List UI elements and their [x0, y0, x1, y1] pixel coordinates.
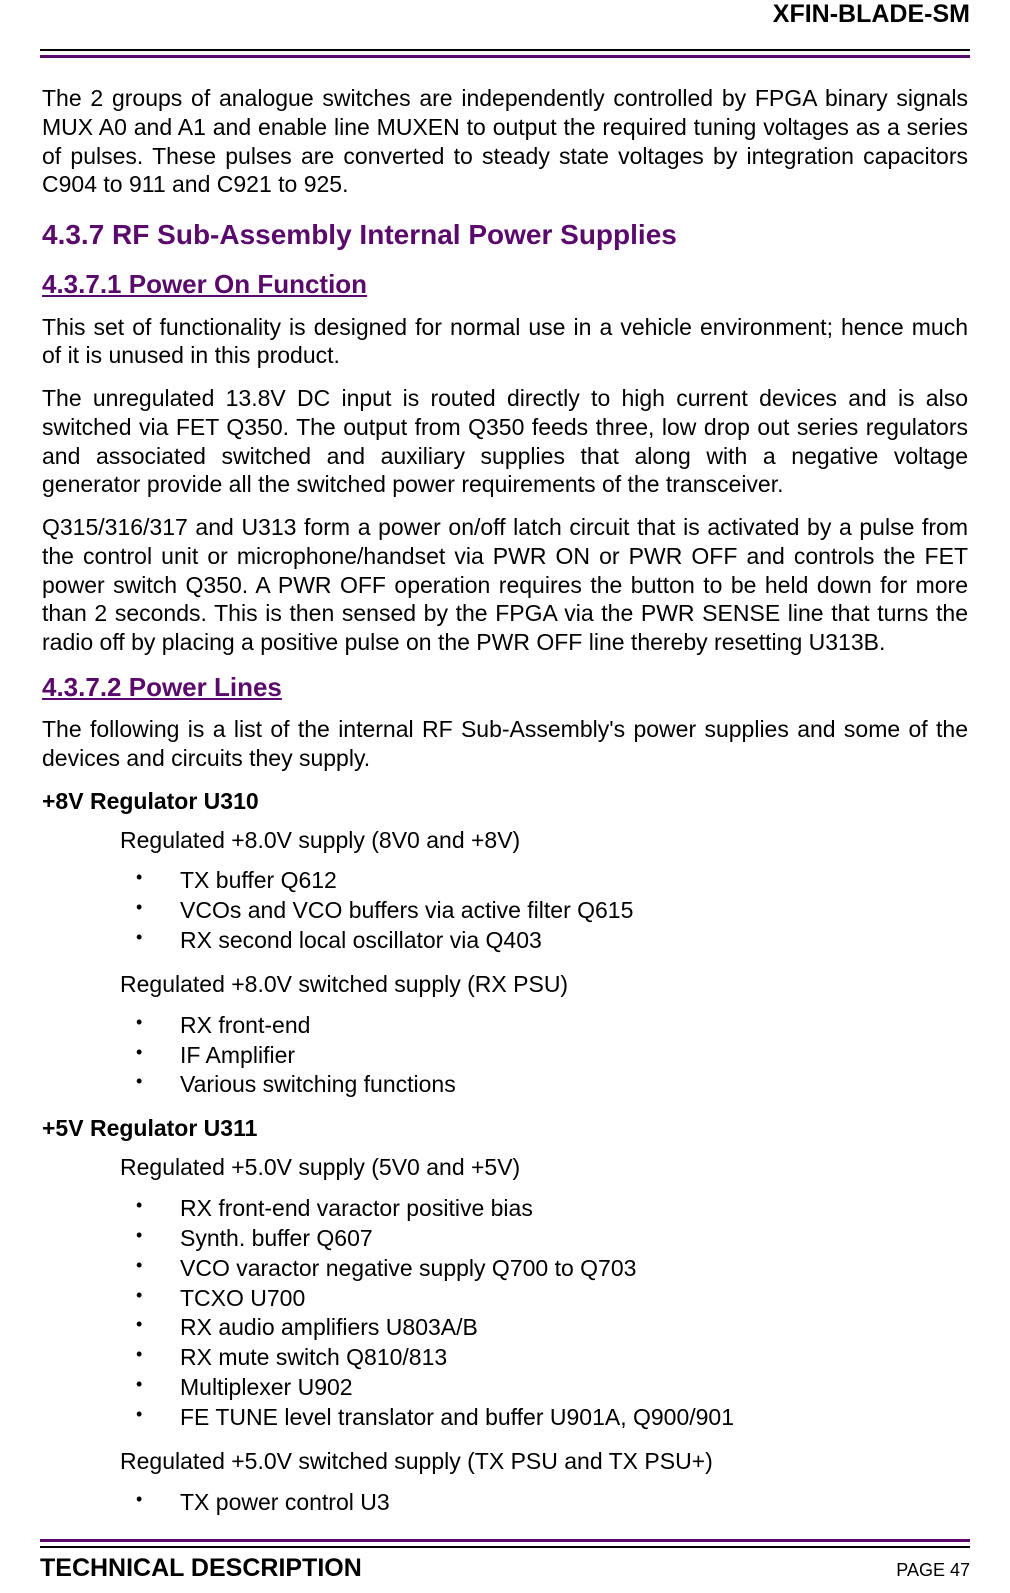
section-437-heading: 4.3.7 RF Sub-Assembly Internal Power Sup… — [42, 217, 968, 252]
intro-paragraph: The 2 groups of analogue switches are in… — [42, 84, 968, 199]
list-item: RX front-end varactor positive bias — [120, 1194, 968, 1224]
list-item: RX second local oscillator via Q403 — [120, 926, 968, 956]
list-item: VCO varactor negative supply Q700 to Q70… — [120, 1254, 968, 1284]
list-item: FE TUNE level translator and buffer U901… — [120, 1403, 968, 1433]
reg-8v-list2: RX front-endIF AmplifierVarious switchin… — [120, 1011, 968, 1101]
footer-right-text: PAGE 47 — [896, 1560, 970, 1581]
para-4371-c: Q315/316/317 and U313 form a power on/of… — [42, 513, 968, 657]
footer-left-text: TECHNICAL DESCRIPTION — [40, 1554, 362, 1583]
doc-code-header: XFIN-BLADE-SM — [0, 0, 1010, 33]
reg-8v-block: Regulated +8.0V supply (8V0 and +8V) TX … — [120, 826, 968, 1101]
para-4371-a: This set of functionality is designed fo… — [42, 313, 968, 371]
content-area: The 2 groups of analogue switches are in… — [0, 58, 1010, 1518]
reg-5v-title: +5V Regulator U311 — [42, 1114, 968, 1143]
reg-8v-line1: Regulated +8.0V supply (8V0 and +8V) — [120, 826, 968, 855]
footer: TECHNICAL DESCRIPTION PAGE 47 — [0, 1539, 1010, 1583]
header-rule-black — [40, 49, 970, 51]
list-item: TCXO U700 — [120, 1284, 968, 1314]
list-item: RX audio amplifiers U803A/B — [120, 1313, 968, 1343]
list-item: RX front-end — [120, 1011, 968, 1041]
list-item: Multiplexer U902 — [120, 1373, 968, 1403]
reg-5v-list1: RX front-end varactor positive biasSynth… — [120, 1194, 968, 1433]
list-item: TX buffer Q612 — [120, 866, 968, 896]
section-4371-heading: 4.3.7.1 Power On Function — [42, 268, 968, 301]
list-item: Various switching functions — [120, 1070, 968, 1100]
section-4372-heading: 4.3.7.2 Power Lines — [42, 671, 968, 704]
reg-5v-line2: Regulated +5.0V switched supply (TX PSU … — [120, 1447, 968, 1476]
page: XFIN-BLADE-SM The 2 groups of analogue s… — [0, 0, 1010, 1593]
para-4371-b: The unregulated 13.8V DC input is routed… — [42, 384, 968, 499]
para-4372-a: The following is a list of the internal … — [42, 715, 968, 773]
list-item: TX power control U3 — [120, 1488, 968, 1518]
reg-5v-list2: TX power control U3 — [120, 1488, 968, 1518]
reg-5v-line1: Regulated +5.0V supply (5V0 and +5V) — [120, 1153, 968, 1182]
list-item: VCOs and VCO buffers via active filter Q… — [120, 896, 968, 926]
list-item: Synth. buffer Q607 — [120, 1224, 968, 1254]
reg-5v-block: Regulated +5.0V supply (5V0 and +5V) RX … — [120, 1153, 968, 1518]
list-item: IF Amplifier — [120, 1041, 968, 1071]
footer-rule-purple — [40, 1539, 970, 1542]
reg-8v-line2: Regulated +8.0V switched supply (RX PSU) — [120, 970, 968, 999]
reg-8v-title: +8V Regulator U310 — [42, 787, 968, 816]
reg-8v-list1: TX buffer Q612VCOs and VCO buffers via a… — [120, 866, 968, 956]
list-item: RX mute switch Q810/813 — [120, 1343, 968, 1373]
